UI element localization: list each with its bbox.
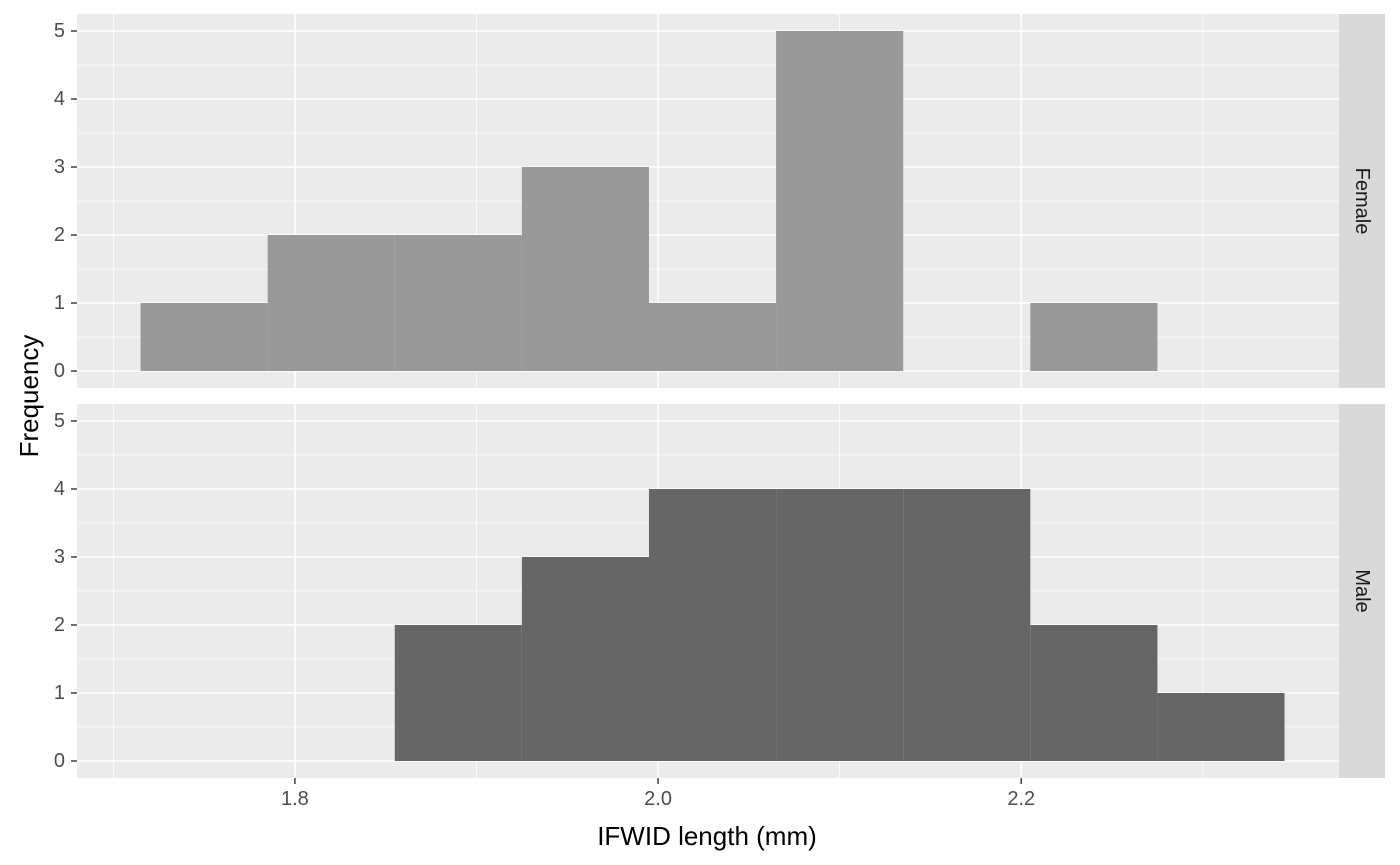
strip-background [1339, 404, 1385, 778]
x-tick-label: 2.0 [644, 788, 672, 810]
x-axis-title: IFWID length (mm) [597, 821, 817, 851]
y-tick-label: 0 [54, 360, 65, 382]
x-axis: 1.8 2.0 2.2 [281, 778, 1035, 810]
histogram-bar [394, 625, 522, 761]
histogram-bar [140, 303, 268, 371]
panel-female: 0 1 2 3 4 5 Female [54, 14, 1385, 388]
y-tick-label: 4 [54, 478, 65, 500]
histogram-bar [1030, 303, 1158, 371]
strip-label-female: Female [1351, 168, 1373, 235]
y-tick-label: 0 [54, 750, 65, 772]
histogram-bar [648, 303, 777, 371]
histogram-bar [394, 235, 522, 371]
y-tick-label: 2 [54, 614, 65, 636]
y-tick-label: 4 [54, 88, 65, 110]
y-tick-label: 1 [54, 682, 65, 704]
histogram-bar [903, 489, 1031, 761]
histogram-bar [776, 489, 904, 761]
y-tick-label: 5 [54, 20, 65, 42]
histogram-bar [521, 167, 649, 371]
histogram-bar [267, 235, 395, 371]
y-axis-title: Frequency [14, 335, 44, 458]
y-tick-label: 5 [54, 410, 65, 432]
histogram-bar [776, 31, 904, 371]
histogram-bars [394, 489, 1285, 761]
histogram-bar [1030, 625, 1158, 761]
y-axis-ticks: 0 1 2 3 4 5 [54, 20, 77, 382]
panel-male: 0 1 2 3 4 5 Male [54, 404, 1385, 778]
strip-label-male: Male [1351, 569, 1373, 612]
y-axis-ticks: 0 1 2 3 4 5 [54, 410, 77, 772]
histogram-bar [648, 489, 777, 761]
histogram-bars [140, 31, 1158, 371]
y-tick-label: 1 [54, 292, 65, 314]
y-tick-label: 3 [54, 546, 65, 568]
histogram-bar [1157, 693, 1285, 761]
strip-background [1339, 14, 1385, 388]
x-tick-label: 1.8 [281, 788, 309, 810]
histogram-bar [521, 557, 649, 761]
y-tick-label: 3 [54, 156, 65, 178]
y-tick-label: 2 [54, 224, 65, 246]
x-tick-label: 2.2 [1007, 788, 1035, 810]
